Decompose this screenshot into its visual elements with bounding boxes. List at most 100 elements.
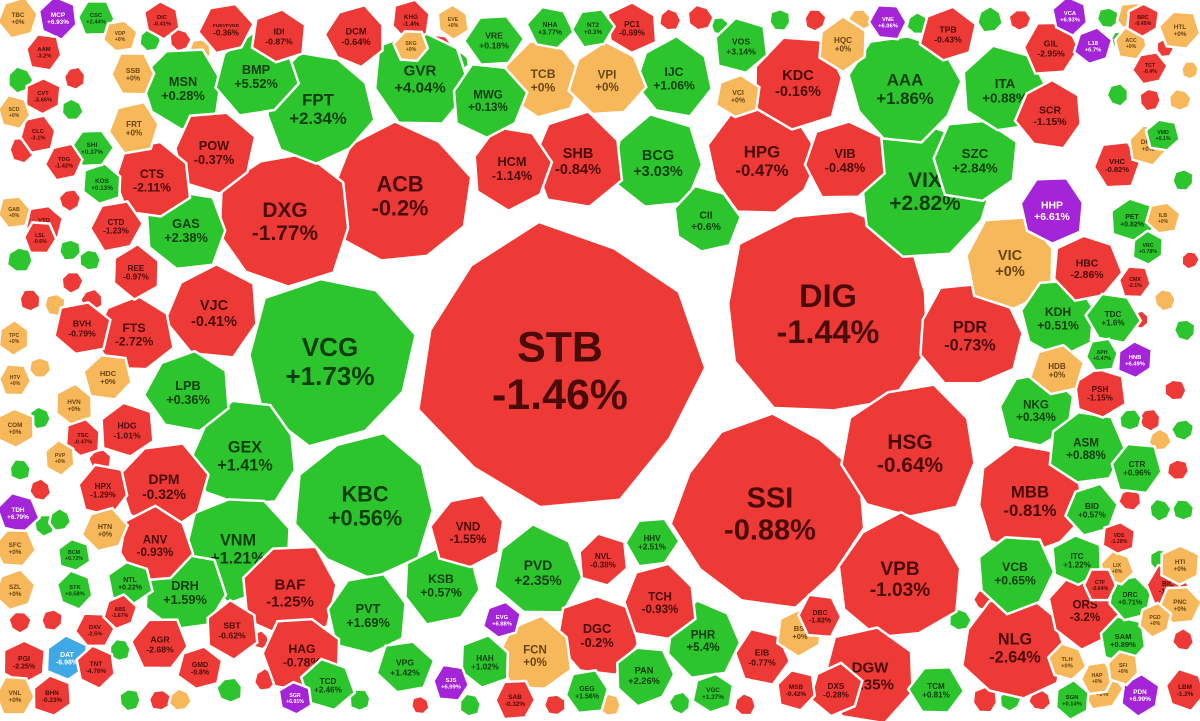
heatmap-cell-vgc[interactable]: VGC+1.37% [691, 672, 735, 714]
heatmap-cell-bcg[interactable]: BCG+3.03% [610, 112, 704, 208]
heatmap-cell-cii[interactable]: CII+0.6% [673, 184, 743, 253]
heatmap-cell-clc[interactable]: CLC-3.1% [19, 114, 57, 155]
heatmap-cell-hcm[interactable]: HCM-1.14% [473, 125, 554, 213]
heatmap-cell-hdg[interactable]: HDG-1.01% [100, 401, 155, 458]
heatmap-cell-mcp[interactable]: MCP+6.93% [37, 0, 78, 42]
heatmap-cell-htv[interactable]: HTV+0% [0, 362, 33, 397]
heatmap-cell-sjs[interactable]: SJS+6.99% [432, 663, 471, 702]
heatmap-cell-cmx[interactable]: CMX-2.1% [1117, 265, 1153, 299]
heatmap-cell-vre[interactable]: VRE+0.18% [462, 14, 526, 66]
heatmap-cell-stb[interactable]: STB-1.46% [416, 220, 707, 509]
heatmap-cell-ctd[interactable]: CTD-1.23% [88, 200, 145, 253]
heatmap-cell-tpc[interactable]: TPC+0% [0, 318, 30, 358]
heatmap-cell-idi[interactable]: IDI-0.87% [250, 8, 307, 64]
heatmap-cell-vhc[interactable]: VHC-0.82% [1092, 140, 1142, 189]
heatmap-cell-tdc[interactable]: TDC+1.6% [1084, 292, 1143, 345]
heatmap-cell-sfi[interactable]: SFI+0% [1106, 650, 1140, 687]
heatmap-cell-sbt[interactable]: SBT-0.62% [206, 598, 259, 662]
heatmap-cell-pgd[interactable]: PGD+0% [1138, 601, 1173, 640]
heatmap-cell-szl[interactable]: SZL+0% [0, 567, 37, 612]
heatmap-cell-gmd[interactable]: GMD-0.8% [175, 645, 224, 691]
heatmap-cell-fcn[interactable]: FCN+0% [496, 614, 573, 691]
heatmap-cell-frt[interactable]: FRT+0% [107, 100, 160, 155]
heatmap-cell-vib[interactable]: VIB-0.48% [803, 120, 886, 199]
heatmap-cell-vjc[interactable]: VJC-0.41% [163, 262, 258, 359]
heatmap-cell-vcg[interactable]: VCG+1.73% [248, 277, 417, 448]
heatmap-cell-dxg[interactable]: DXG-1.77% [218, 152, 350, 288]
heatmap-cell-nha[interactable]: NHA+3.77% [525, 5, 576, 50]
heatmap-cell-nlg[interactable]: NLG-2.64% [960, 591, 1066, 700]
heatmap-cell-ilb[interactable]: ILB+0% [1144, 201, 1182, 235]
heatmap-cell-gab[interactable]: GAB+0% [0, 195, 32, 230]
heatmap-cell-tbc[interactable]: TBC+0% [0, 0, 40, 40]
heatmap-cell-ctf[interactable]: CTF-0.64% [1082, 568, 1118, 602]
heatmap-cell-geg[interactable]: GEG+1.56% [564, 668, 610, 715]
heatmap-cell-vmd[interactable]: VMD+0.1% [1144, 118, 1182, 152]
heatmap-cell-pc1[interactable]: PC1-0.69% [606, 0, 658, 55]
heatmap-cell-com[interactable]: COM+0% [0, 407, 35, 450]
heatmap-cell-szc[interactable]: SZC+2.84% [932, 119, 1019, 203]
heatmap-cell-kos[interactable]: KOS+0.13% [81, 161, 122, 206]
heatmap-cell-hsg[interactable]: HSG-0.64% [840, 383, 976, 518]
heatmap-cell-ntl[interactable]: NTL+0.22% [106, 560, 154, 606]
heatmap-cell-brc[interactable]: BRC-0.45% [1125, 2, 1161, 39]
heatmap-cell-bhn[interactable]: BHN-0.23% [32, 674, 72, 718]
heatmap-cell-vrc[interactable]: VRC+0.78% [1131, 229, 1165, 267]
heatmap-cell-vds[interactable]: VDS-1.28% [1101, 520, 1137, 556]
heatmap-cell-hhv[interactable]: HHV+2.51% [624, 517, 681, 568]
heatmap-cell-lsl[interactable]: LSL-0.6% [22, 221, 58, 255]
heatmap-cell-dgc[interactable]: DGC-0.2% [555, 594, 640, 677]
heatmap-cell-pvp[interactable]: PVP+0% [44, 438, 76, 478]
heatmap-cell-acb[interactable]: ACB-0.2% [332, 120, 473, 262]
heatmap-cell-scd[interactable]: SCD+0% [0, 93, 32, 131]
heatmap-cell-agr[interactable]: AGR-2.68% [129, 618, 190, 670]
heatmap-cell-eve[interactable]: EVE+0% [436, 3, 471, 42]
heatmap-cell-vdp[interactable]: VDP+0% [101, 19, 139, 53]
heatmap-cell-hvn[interactable]: HVN+0% [55, 382, 94, 428]
heatmap-cell-nvl[interactable]: NVL-0.38% [578, 532, 629, 587]
heatmap-cell-hhp[interactable]: HHP+6.61% [1019, 177, 1085, 246]
heatmap-cell-vne[interactable]: VNE+6.06% [867, 3, 908, 41]
heatmap-cell-hah[interactable]: HAH+1.02% [460, 633, 510, 690]
heatmap-cell-vca[interactable]: VCA+6.93% [1051, 0, 1089, 38]
heatmap-cell-hti[interactable]: HTI+0% [1160, 544, 1200, 587]
heatmap-cell-vos[interactable]: VOS+3.14% [714, 16, 769, 75]
heatmap-cell-skg[interactable]: SKG+0% [392, 30, 430, 63]
heatmap-cell-baf[interactable]: BAF-1.25% [241, 545, 338, 640]
heatmap-cell-dig[interactable]: DIG-1.44% [726, 209, 929, 412]
heatmap-cell-dxv[interactable]: DXV-2.5% [73, 612, 116, 648]
heatmap-cell-evg[interactable]: EVG+6.88% [481, 600, 523, 639]
heatmap-cell-tdh[interactable]: TDH+6.79% [0, 491, 41, 534]
heatmap-cell-vcb[interactable]: VCB+0.65% [977, 535, 1056, 616]
heatmap-cell-tcd[interactable]: TCD+2.46% [299, 657, 357, 712]
heatmap-cell-sab[interactable]: SAB-0.32% [494, 679, 537, 721]
heatmap-cell-fts[interactable]: FTS-2.72% [91, 294, 175, 371]
heatmap-cell-htn[interactable]: HTN+0% [80, 506, 130, 553]
heatmap-cell-hbc[interactable]: HBC-2.86% [1052, 234, 1124, 303]
heatmap-cell-aaa[interactable]: AAA+1.86% [847, 35, 963, 144]
heatmap-cell-ijc[interactable]: IJC+1.06% [634, 34, 714, 118]
heatmap-cell-tch[interactable]: TCH-0.93% [623, 562, 697, 641]
heatmap-cell-abs[interactable]: ABS-1.67% [102, 593, 139, 631]
heatmap-cell-msb[interactable]: MSB-0.42% [776, 668, 817, 712]
heatmap-cell-pdr[interactable]: PDR-0.73% [919, 282, 1024, 385]
heatmap-cell-hdb[interactable]: HDB+0% [1028, 343, 1086, 396]
heatmap-cell-aam[interactable]: AAM-3.2% [24, 33, 63, 72]
heatmap-cell-dpm[interactable]: DPM-0.32% [116, 442, 210, 536]
heatmap-cell-msn[interactable]: MSN+0.28% [139, 48, 223, 132]
heatmap-cell-ssi[interactable]: SSI-0.88% [669, 412, 866, 610]
heatmap-cell-vnl[interactable]: VNL+0% [0, 675, 37, 716]
heatmap-cell-stk[interactable]: STK+0.58% [55, 569, 94, 611]
heatmap-cell-ssb[interactable]: SSB+0% [110, 52, 156, 96]
heatmap-cell-pgi[interactable]: PGI-2.25% [2, 639, 47, 686]
heatmap-cell-ree[interactable]: REE-0.97% [112, 242, 160, 302]
heatmap-cell-vci[interactable]: VCI+0% [714, 73, 761, 119]
heatmap-cell-fuevfvnd[interactable]: FUEVFVND-0.36% [196, 2, 256, 55]
heatmap-cell-vnd[interactable]: VND-1.55% [429, 493, 505, 569]
heatmap-cell-tct[interactable]: TCT-0.4% [1130, 51, 1169, 86]
heatmap-cell-sfc[interactable]: SFC+0% [0, 529, 38, 568]
heatmap-cell-hap[interactable]: HAP+0% [1079, 660, 1115, 696]
heatmap-cell-lbm[interactable]: LBM-1.2% [1164, 667, 1200, 713]
heatmap-cell-dxs[interactable]: DXS-0.28% [808, 661, 864, 718]
heatmap-cell-bcm[interactable]: BCM+0.72% [56, 537, 92, 573]
